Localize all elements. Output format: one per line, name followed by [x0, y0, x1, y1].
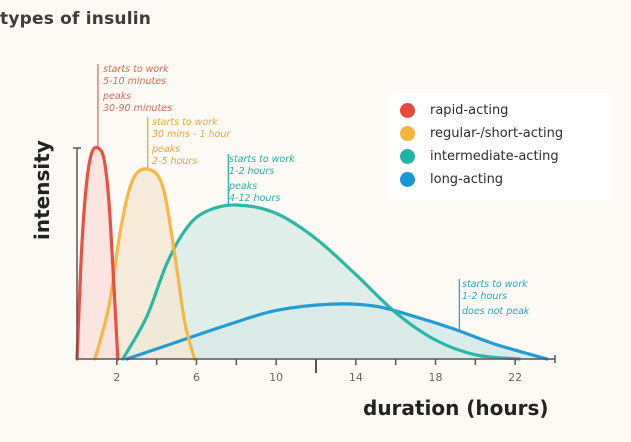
legend-item-long: long-acting	[400, 169, 503, 189]
annotation-regular: starts to work 30 mins - 1 hour peaks 2-…	[152, 117, 230, 167]
annotation-line: starts to work	[229, 154, 295, 165]
annotation-line: 1-2 hours	[462, 290, 508, 302]
annotation-long: starts to work 1-2 hours does not peak	[462, 279, 529, 318]
x-tick-label: 14	[349, 371, 363, 384]
annotation-line: starts to work	[462, 279, 528, 290]
x-tick-label: 6	[193, 371, 200, 384]
line-intermediate	[121, 203, 521, 361]
legend-label: regular-/short-acting	[430, 125, 564, 141]
area-intermediate	[122, 204, 520, 359]
annotation-line: 30 mins - 1 hour	[152, 128, 231, 140]
annotation-line: 30-90 minutes	[103, 102, 173, 114]
legend-swatch	[400, 102, 415, 118]
legend: rapid-acting regular-/short-acting inter…	[389, 93, 610, 201]
x-axis-label: duration (hours)	[363, 396, 549, 420]
annotation-line: starts to work	[152, 117, 218, 128]
line-rapid	[75, 145, 120, 361]
annotation-line: peaks	[103, 91, 132, 102]
legend-item-intermediate: intermediate-acting	[400, 146, 559, 166]
x-tick-label: 18	[429, 371, 443, 384]
annotation-line: starts to work	[103, 64, 169, 75]
legend-label: long-acting	[430, 171, 504, 187]
x-tick-label: 10	[269, 371, 283, 384]
annotation-line: peaks	[229, 181, 258, 192]
y-axis-label: intensity	[30, 140, 54, 240]
x-tick-label: 22	[508, 371, 522, 384]
line-long	[125, 302, 549, 361]
legend-label: rapid-acting	[430, 102, 509, 118]
annotation-line: 5-10 minutes	[103, 75, 167, 87]
legend-item-regular: regular-/short-acting	[400, 123, 563, 143]
annotation-line: 1-2 hours	[229, 165, 275, 177]
annotation-rapid: starts to work 5-10 minutes peaks 30-90 …	[103, 64, 172, 114]
legend-swatch	[400, 125, 415, 141]
x-tick-label: 2	[113, 371, 120, 384]
annotation-intermediate: starts to work 1-2 hours peaks 4-12 hour…	[229, 154, 295, 204]
annotation-line: 2-5 hours	[152, 155, 198, 167]
annotation-line: 4-12 hours	[229, 192, 281, 204]
legend-item-rapid: rapid-acting	[400, 100, 508, 120]
area-regular	[94, 168, 195, 359]
chart-title: types of insulin	[0, 9, 152, 29]
legend-label: intermediate-acting	[430, 148, 559, 164]
annotation-line: peaks	[152, 144, 181, 155]
legend-swatch	[400, 148, 415, 164]
annotation-line: does not peak	[462, 306, 530, 317]
legend-swatch	[400, 171, 415, 187]
